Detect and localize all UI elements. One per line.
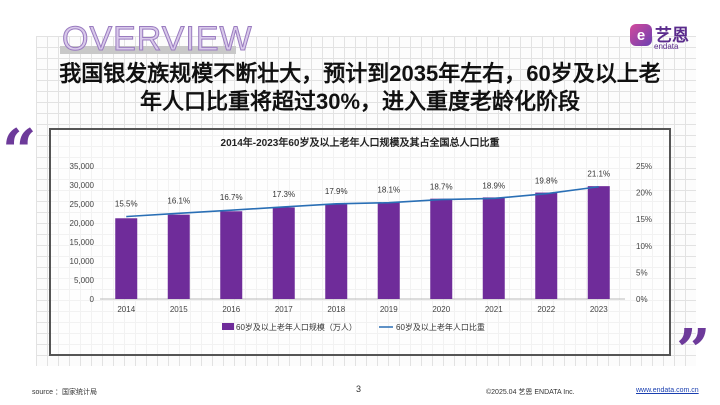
chart-frame — [49, 128, 671, 356]
x-axis-tick-label: 2016 — [222, 305, 240, 314]
left-axis-tick-label: 20,000 — [70, 219, 95, 228]
bar-2016 — [220, 211, 243, 299]
logo-mark: e — [630, 24, 652, 46]
logo-en: endata — [654, 42, 679, 51]
left-axis-tick-label: 25,000 — [70, 200, 95, 209]
bar-2014 — [115, 218, 138, 299]
right-axis-tick-label: 25% — [636, 162, 652, 171]
left-axis-tick-label: 10,000 — [70, 257, 95, 266]
copyright: ©2025.04 艺恩 ENDATA Inc. — [486, 389, 575, 396]
x-axis-tick-label: 2014 — [117, 305, 135, 314]
bar-2019 — [377, 202, 400, 299]
open-quote-icon: “ — [2, 117, 37, 187]
bar-2022 — [535, 192, 558, 299]
legend-line-label: 60岁及以上老年人口比重 — [396, 322, 485, 332]
ratio-data-label: 17.9% — [325, 187, 348, 196]
ratio-line — [126, 185, 599, 218]
right-axis-tick-label: 0% — [636, 295, 648, 304]
source-note: source ：国家统计局 — [32, 389, 97, 396]
page-number: 3 — [356, 384, 362, 394]
overview-underline — [60, 46, 236, 54]
left-axis-tick-label: 35,000 — [70, 162, 95, 171]
left-axis-tick-label: 15,000 — [70, 238, 95, 247]
chart-title: 2014年-2023年60岁及以上老年人口规模及其占全国总人口比重 — [221, 136, 500, 149]
legend-bar-swatch — [222, 323, 234, 330]
right-axis-tick-label: 5% — [636, 268, 648, 277]
endata-logo: e 艺恩 endata — [630, 24, 689, 51]
website-link[interactable]: www.endata.com.cn — [636, 387, 699, 394]
x-axis-tick-label: 2021 — [485, 305, 503, 314]
right-axis-tick-label: 10% — [636, 242, 652, 251]
x-axis-tick-label: 2020 — [432, 305, 450, 314]
x-axis-tick-label: 2022 — [537, 305, 555, 314]
right-axis-tick-label: 20% — [636, 189, 652, 198]
ratio-data-label: 17.3% — [272, 190, 295, 199]
bar-2020 — [430, 198, 453, 299]
x-axis-tick-label: 2019 — [380, 305, 398, 314]
bar-2017 — [272, 207, 295, 299]
bar-2021 — [482, 197, 505, 299]
x-axis-tick-label: 2018 — [327, 305, 345, 314]
ratio-data-label: 21.1% — [587, 170, 610, 179]
logo-cn: 艺恩 — [655, 25, 689, 45]
bar-2023 — [587, 186, 610, 299]
ratio-data-label: 16.1% — [167, 196, 190, 205]
ratio-data-label: 18.7% — [430, 183, 453, 192]
overview-heading: OVERVIEW — [62, 20, 253, 58]
page-title-line2: 年人口比重将超过30%，进入重度老龄化阶段 — [139, 89, 581, 114]
ratio-data-label: 15.5% — [115, 200, 138, 209]
page-title-line1: 我国银发族规模不断壮大，预计到2035年左右，60岁及以上老 — [59, 61, 661, 86]
bar-2018 — [325, 204, 348, 299]
ratio-data-label: 18.9% — [482, 181, 505, 190]
ratio-data-label: 16.7% — [220, 193, 243, 202]
left-axis-tick-label: 5,000 — [74, 276, 95, 285]
left-axis-tick-label: 0 — [90, 295, 95, 304]
x-axis-tick-label: 2015 — [170, 305, 188, 314]
bar-2015 — [167, 214, 190, 299]
x-axis-tick-label: 2017 — [275, 305, 293, 314]
legend-bar-label: 60岁及以上老年人口规模（万人） — [236, 322, 357, 332]
x-axis-tick-label: 2023 — [590, 305, 608, 314]
close-quote-icon: ” — [676, 317, 711, 387]
ratio-data-label: 19.8% — [535, 177, 558, 186]
ratio-data-label: 18.1% — [377, 186, 400, 195]
right-axis-tick-label: 15% — [636, 215, 652, 224]
left-axis-tick-label: 30,000 — [70, 181, 95, 190]
